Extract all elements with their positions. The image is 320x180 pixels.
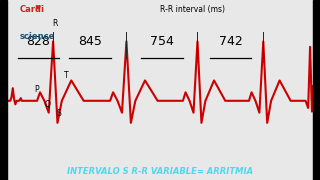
Bar	[0, 0, 7, 180]
Text: R: R	[52, 19, 57, 28]
Text: ♥: ♥	[35, 5, 41, 11]
Text: Q: Q	[44, 100, 50, 109]
Text: Cardi: Cardi	[19, 5, 44, 14]
Text: R-R interval (ms): R-R interval (ms)	[159, 5, 225, 14]
Text: 754: 754	[150, 35, 174, 48]
Text: science: science	[19, 32, 55, 41]
Text: 828: 828	[27, 35, 51, 48]
Text: 742: 742	[219, 35, 242, 48]
Text: P: P	[34, 86, 38, 94]
Text: S: S	[57, 109, 61, 118]
Bar	[313, 0, 320, 180]
Text: 845: 845	[78, 35, 102, 48]
Text: T: T	[64, 71, 68, 80]
Text: INTERVALO S R-R VARIABLE= ARRITMIA: INTERVALO S R-R VARIABLE= ARRITMIA	[67, 166, 253, 176]
